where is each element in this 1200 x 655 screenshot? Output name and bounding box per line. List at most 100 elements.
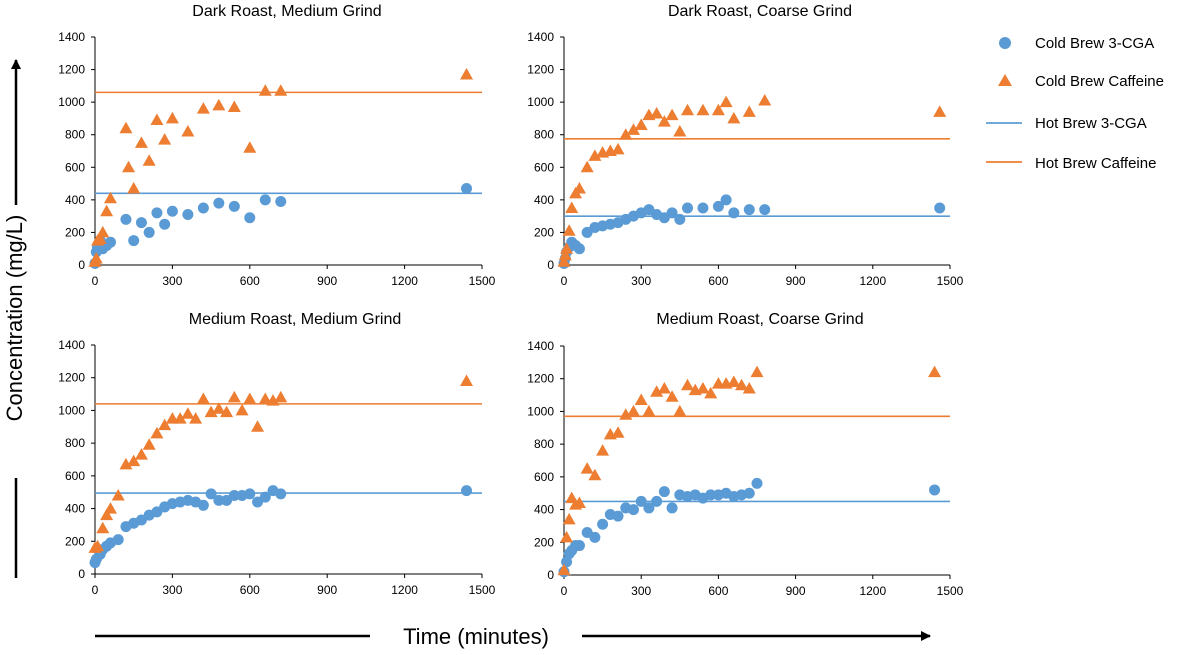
cold-brew-cga-point: [213, 197, 225, 209]
x-tick-label: 1200: [859, 584, 886, 598]
y-tick-label: 400: [65, 193, 85, 207]
cold-brew-caffeine-point: [150, 113, 164, 126]
cold-brew-caffeine-point: [611, 142, 625, 155]
chart-panel-1: Dark Roast, Medium Grind 0 200 400 600 800 100…: [58, 3, 495, 288]
cold-brew-caffeine-point: [158, 418, 172, 431]
cold-brew-caffeine-point: [619, 408, 633, 420]
y-axis-title: Concentration (mg/L): [2, 215, 27, 422]
cold-brew-caffeine-point: [258, 392, 272, 404]
cold-brew-caffeine-point: [274, 84, 288, 96]
x-tick-label: 900: [317, 583, 337, 597]
x-axis-title: Time (minutes): [403, 624, 549, 649]
cold-brew-caffeine-point: [719, 95, 733, 108]
y-tick-label: 1400: [58, 30, 85, 44]
cold-brew-cga-point: [197, 499, 209, 511]
x-tick-label: 600: [240, 274, 260, 288]
cold-brew-caffeine-point: [758, 94, 772, 106]
y-tick-label: 800: [534, 128, 554, 142]
cold-brew-cga-point: [635, 495, 647, 507]
legend-marker-caffeine: [998, 74, 1012, 86]
x-tick-label: 600: [708, 274, 728, 288]
cold-brew-caffeine-point: [560, 242, 574, 254]
cold-brew-cga-point: [666, 207, 678, 219]
cold-brew-caffeine-point: [665, 390, 679, 402]
x-tick-label: 600: [708, 584, 728, 598]
x-tick-label: 600: [240, 583, 260, 597]
legend-label-cga: Cold Brew 3-CGA: [1035, 35, 1154, 52]
cold-brew-caffeine-point: [928, 365, 942, 378]
cold-brew-caffeine-point: [626, 123, 640, 135]
cold-brew-caffeine-point: [580, 160, 594, 173]
cold-brew-cga-point: [573, 243, 585, 255]
cold-brew-caffeine-point: [204, 405, 218, 418]
y-tick-label: 1000: [58, 95, 85, 109]
cold-brew-caffeine-point: [111, 488, 125, 501]
cold-brew-caffeine-point: [565, 201, 579, 213]
cold-brew-cga-point: [743, 487, 755, 499]
y-tick-label: 1000: [527, 404, 554, 418]
cold-brew-caffeine-point: [100, 508, 114, 521]
x-tick-label: 1500: [469, 583, 496, 597]
cold-brew-caffeine-point: [681, 378, 695, 391]
cold-brew-caffeine-point: [558, 248, 572, 261]
cold-brew-cga-point: [166, 205, 178, 217]
cold-brew-cga-point: [228, 200, 240, 212]
cold-brew-cga-point: [120, 213, 132, 225]
cold-brew-caffeine-point: [634, 393, 648, 405]
y-tick-label: 400: [534, 503, 554, 517]
x-tick-label: 900: [317, 274, 337, 288]
x-axis-title-group: Time (minutes): [95, 624, 931, 649]
panel-title: Medium Roast, Coarse Grind: [656, 311, 863, 328]
y-tick-label: 0: [547, 568, 554, 582]
cold-brew-cga-point: [135, 217, 147, 229]
cold-brew-cga-point: [705, 489, 717, 501]
cold-brew-cga-point: [112, 534, 124, 546]
cold-brew-caffeine-point: [122, 160, 136, 173]
chart-panel-4: Medium Roast, Coarse Grind 0 200 400 600 800 1…: [527, 311, 963, 598]
cold-brew-cga-point: [244, 488, 256, 500]
y-tick-label: 600: [534, 470, 554, 484]
y-tick-label: 1400: [58, 338, 85, 352]
cold-brew-caffeine-point: [243, 392, 257, 404]
y-tick-label: 1200: [527, 63, 554, 77]
y-tick-label: 1400: [527, 339, 554, 353]
cold-brew-cga-point: [151, 207, 163, 219]
cold-brew-cga-point: [128, 235, 140, 247]
cold-brew-cga-point: [627, 504, 639, 516]
panels: Dark Roast, Medium Grind 0 200 400 600 800 100…: [58, 3, 963, 598]
y-tick-label: 800: [65, 436, 85, 450]
x-tick-label: 900: [786, 584, 806, 598]
legend-label-caffeine: Cold Brew Caffeine: [1035, 73, 1164, 90]
cold-brew-caffeine-point: [657, 382, 671, 394]
cold-brew-caffeine-point: [127, 454, 141, 467]
cold-brew-caffeine-point: [220, 405, 234, 418]
cold-brew-cga-point: [589, 531, 601, 543]
y-tick-label: 1200: [58, 371, 85, 385]
cold-brew-cga-point: [213, 494, 225, 506]
cold-brew-cga-point: [244, 212, 256, 224]
y-tick-label: 1200: [527, 372, 554, 386]
y-tick-label: 400: [65, 502, 85, 516]
y-tick-label: 1000: [58, 403, 85, 417]
x-tick-label: 1200: [391, 583, 418, 597]
panel-title: Dark Roast, Medium Grind: [192, 3, 381, 20]
y-tick-label: 600: [65, 160, 85, 174]
cold-brew-caffeine-point: [227, 390, 241, 403]
cold-brew-caffeine-point: [572, 181, 586, 194]
cold-brew-caffeine-point: [626, 404, 640, 417]
y-tick-label: 0: [78, 567, 85, 581]
legend-marker-cga: [999, 37, 1011, 49]
y-tick-label: 200: [65, 225, 85, 239]
cold-brew-caffeine-point: [274, 390, 288, 403]
legend-label-hot-caffeine: Hot Brew Caffeine: [1035, 155, 1156, 172]
cold-brew-caffeine-point: [588, 468, 602, 481]
cold-brew-caffeine-point: [103, 191, 117, 204]
cold-brew-caffeine-point: [727, 111, 741, 124]
y-tick-label: 600: [65, 469, 85, 483]
cold-brew-caffeine-point: [673, 124, 687, 137]
cold-brew-cga-point: [461, 182, 473, 194]
cold-brew-caffeine-point: [158, 133, 172, 145]
cold-brew-caffeine-point: [681, 103, 695, 116]
cold-brew-cga-point: [205, 488, 217, 500]
cold-brew-caffeine-point: [750, 365, 764, 378]
